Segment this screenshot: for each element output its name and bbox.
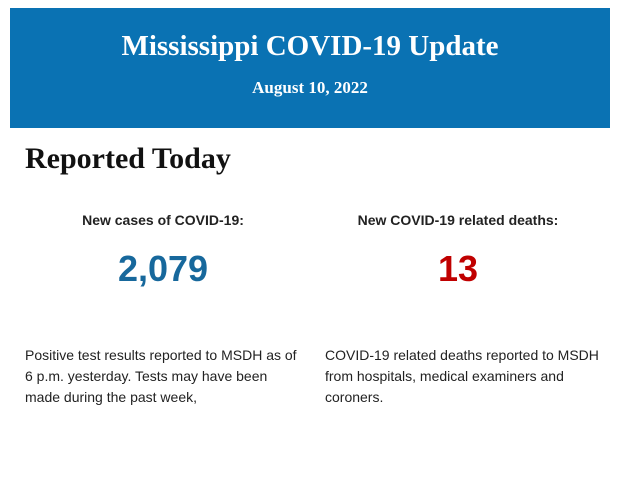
header-banner: Mississippi COVID-19 Update August 10, 2… <box>10 8 610 128</box>
stat-value: 13 <box>437 248 479 289</box>
stat-label: New COVID-19 related deaths: <box>357 212 559 228</box>
title: Mississippi COVID-19 Update <box>121 30 499 62</box>
section-heading: Reported Today <box>25 142 231 175</box>
stat-label: New cases of COVID-19: <box>82 212 244 228</box>
date: August 10, 2022 <box>252 78 368 97</box>
stat-description: COVID-19 related deaths reported to MSDH… <box>325 347 599 405</box>
stat-description: Positive test results reported to MSDH a… <box>25 347 297 405</box>
stat-value: 2,079 <box>117 248 209 289</box>
